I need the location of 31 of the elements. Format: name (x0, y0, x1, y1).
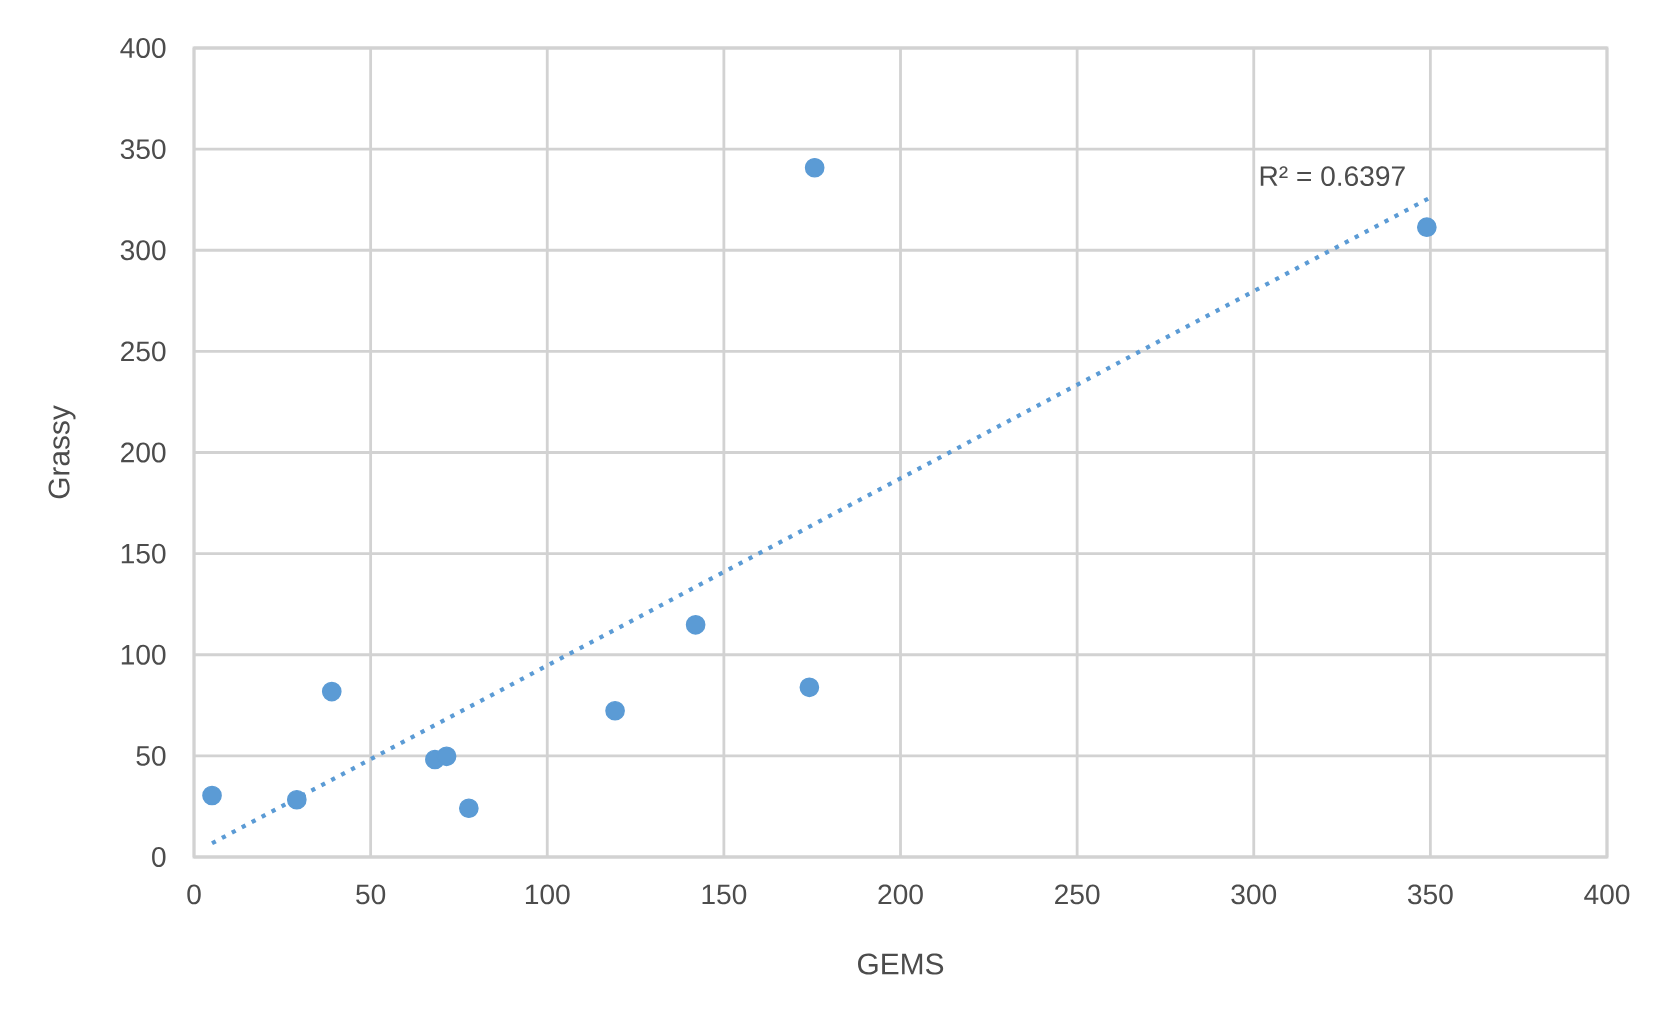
y-tick-label: 150 (121, 543, 166, 564)
y-tick-label: 400 (120, 38, 166, 58)
x-axis-title: GEMS (858, 953, 944, 975)
point (321, 681, 342, 702)
y-tick-label: 300 (120, 240, 166, 261)
x-tick-label: 300 (1231, 884, 1277, 905)
annotation: R² = 0.6397 (1260, 166, 1405, 187)
point (804, 157, 825, 178)
point (1416, 217, 1437, 238)
point (685, 614, 706, 635)
point (605, 700, 625, 721)
point (286, 789, 307, 810)
point (458, 798, 479, 819)
y-tick-label: 50 (136, 745, 166, 766)
x-tick-label: 200 (878, 884, 923, 905)
x-tick-label: 400 (1584, 884, 1630, 905)
x-tick-label: 350 (1407, 884, 1453, 905)
x-tick-label: 150 (702, 884, 747, 905)
point (436, 746, 457, 767)
y-tick-label: 250 (121, 341, 166, 362)
x-tick-label: 0 (187, 884, 201, 905)
point (799, 677, 820, 698)
y-tick-label: 0 (152, 847, 166, 867)
x-tick-label: 100 (525, 884, 570, 905)
y-tick-label: 350 (120, 139, 166, 160)
x-tick-label: 250 (1055, 884, 1100, 905)
y-tick-label: 100 (121, 644, 166, 665)
y-tick-label: 200 (121, 442, 166, 463)
point (202, 785, 222, 806)
x-tick-label: 50 (356, 884, 386, 905)
y-axis-title: Grassy (48, 405, 76, 499)
